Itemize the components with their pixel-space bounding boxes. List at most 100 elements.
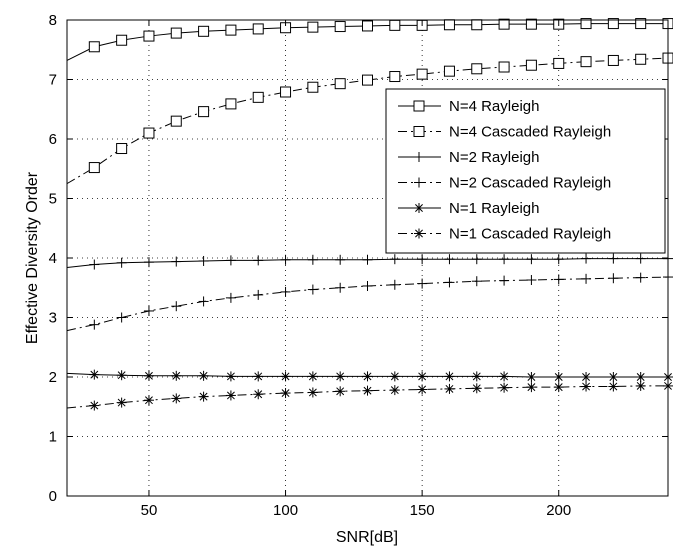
data-point (89, 400, 100, 411)
data-point (280, 254, 291, 265)
series-layer (66, 18, 673, 411)
data-point (280, 286, 291, 297)
data-point (525, 59, 537, 71)
data-point (143, 370, 154, 381)
data-point (280, 86, 292, 98)
data-point (471, 19, 483, 31)
data-point (171, 301, 182, 312)
y-tick-label: 8 (49, 12, 57, 29)
data-point (171, 256, 182, 267)
data-point (444, 371, 455, 382)
data-point (198, 370, 209, 381)
data-point (553, 274, 564, 285)
data-point (362, 385, 373, 396)
data-point (499, 275, 510, 286)
data-point (635, 53, 647, 65)
data-point (389, 371, 400, 382)
series-6 (66, 380, 673, 411)
data-point (635, 380, 646, 391)
data-point (116, 34, 128, 46)
data-point (143, 30, 155, 42)
data-point (198, 296, 209, 307)
y-tick-label: 5 (49, 191, 57, 208)
data-point (334, 78, 346, 90)
legend-marker (413, 126, 425, 137)
data-point (581, 381, 592, 392)
data-point (471, 254, 482, 265)
data-point (171, 370, 182, 381)
data-point (225, 390, 236, 401)
data-point (170, 27, 182, 39)
series-4 (66, 272, 673, 332)
legend-marker (414, 203, 424, 213)
data-point (443, 65, 455, 77)
series-1 (66, 18, 673, 61)
data-point (362, 280, 373, 291)
data-point (526, 254, 537, 265)
data-point (362, 254, 373, 265)
data-point (417, 371, 428, 382)
legend-item: N=4 Cascaded Rayleigh (398, 124, 611, 141)
data-point (198, 106, 210, 118)
legend-label: N=1 Cascaded Rayleigh (449, 226, 611, 243)
data-point (116, 257, 127, 268)
data-point (526, 275, 537, 286)
data-point (335, 254, 346, 265)
legend-label: N=1 Rayleigh (449, 200, 539, 217)
data-point (198, 25, 210, 37)
data-point (252, 23, 264, 35)
legend-label: N=4 Rayleigh (449, 98, 539, 115)
ticks: 50 100 150 200 0 1 2 3 4 5 6 7 8 (49, 12, 668, 519)
series-5 (66, 369, 673, 382)
data-point (143, 305, 154, 316)
y-tick-label: 3 (49, 310, 57, 327)
data-point (499, 254, 510, 265)
data-point (307, 81, 319, 93)
series-line (66, 385, 668, 409)
legend-item: N=4 Rayleigh (398, 98, 539, 115)
data-point (171, 393, 182, 404)
data-point (498, 18, 510, 30)
data-point (525, 18, 537, 30)
legend-marker (413, 100, 425, 112)
data-point (116, 143, 128, 155)
data-point (635, 253, 646, 264)
data-point (443, 19, 455, 31)
x-axis-label: SNR[dB] (336, 529, 398, 546)
data-point (89, 369, 100, 380)
data-point (116, 312, 127, 323)
data-point (580, 18, 592, 30)
data-point (89, 319, 100, 330)
data-point (526, 382, 537, 393)
data-point (417, 254, 428, 265)
data-point (389, 71, 401, 83)
legend-item: N=1 Rayleigh (398, 200, 539, 217)
y-tick-label: 7 (49, 72, 57, 89)
data-point (307, 254, 318, 265)
series-2 (66, 52, 673, 185)
data-point (198, 391, 209, 402)
data-point (608, 273, 619, 284)
data-point (335, 282, 346, 293)
data-point (471, 63, 483, 75)
y-tick-label: 6 (49, 131, 57, 148)
data-point (252, 91, 264, 103)
data-point (253, 371, 264, 382)
legend-item: N=1 Cascaded Rayleigh (398, 226, 611, 243)
data-point (225, 255, 236, 266)
data-point (553, 382, 564, 393)
data-point (198, 255, 209, 266)
data-point (471, 383, 482, 394)
data-point (581, 253, 592, 264)
data-point (635, 372, 646, 382)
data-point (253, 389, 264, 400)
data-point (334, 21, 346, 33)
data-point (471, 371, 482, 382)
data-point (608, 372, 619, 382)
legend-marker (414, 152, 424, 162)
legend-box (385, 88, 666, 254)
data-point (88, 41, 100, 53)
data-point (143, 395, 154, 406)
data-point (553, 372, 564, 382)
y-tick-label: 1 (49, 429, 57, 446)
